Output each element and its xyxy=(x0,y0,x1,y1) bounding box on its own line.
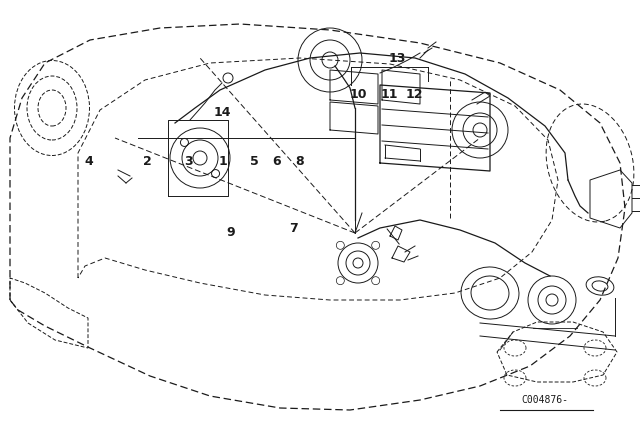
Text: C004876-: C004876- xyxy=(522,395,568,405)
Text: 1: 1 xyxy=(218,155,227,168)
Text: 6: 6 xyxy=(272,155,281,168)
Text: 10: 10 xyxy=(349,87,367,101)
Text: 2: 2 xyxy=(143,155,152,168)
Text: 11: 11 xyxy=(380,87,398,101)
Text: 3: 3 xyxy=(184,155,193,168)
Text: 9: 9 xyxy=(226,226,235,240)
Text: 13: 13 xyxy=(388,52,406,65)
Text: 8: 8 xyxy=(295,155,304,168)
Text: 5: 5 xyxy=(250,155,259,168)
Text: 12: 12 xyxy=(406,87,424,101)
Text: 14: 14 xyxy=(214,105,232,119)
Text: 7: 7 xyxy=(289,222,298,235)
Text: 4: 4 xyxy=(84,155,93,168)
